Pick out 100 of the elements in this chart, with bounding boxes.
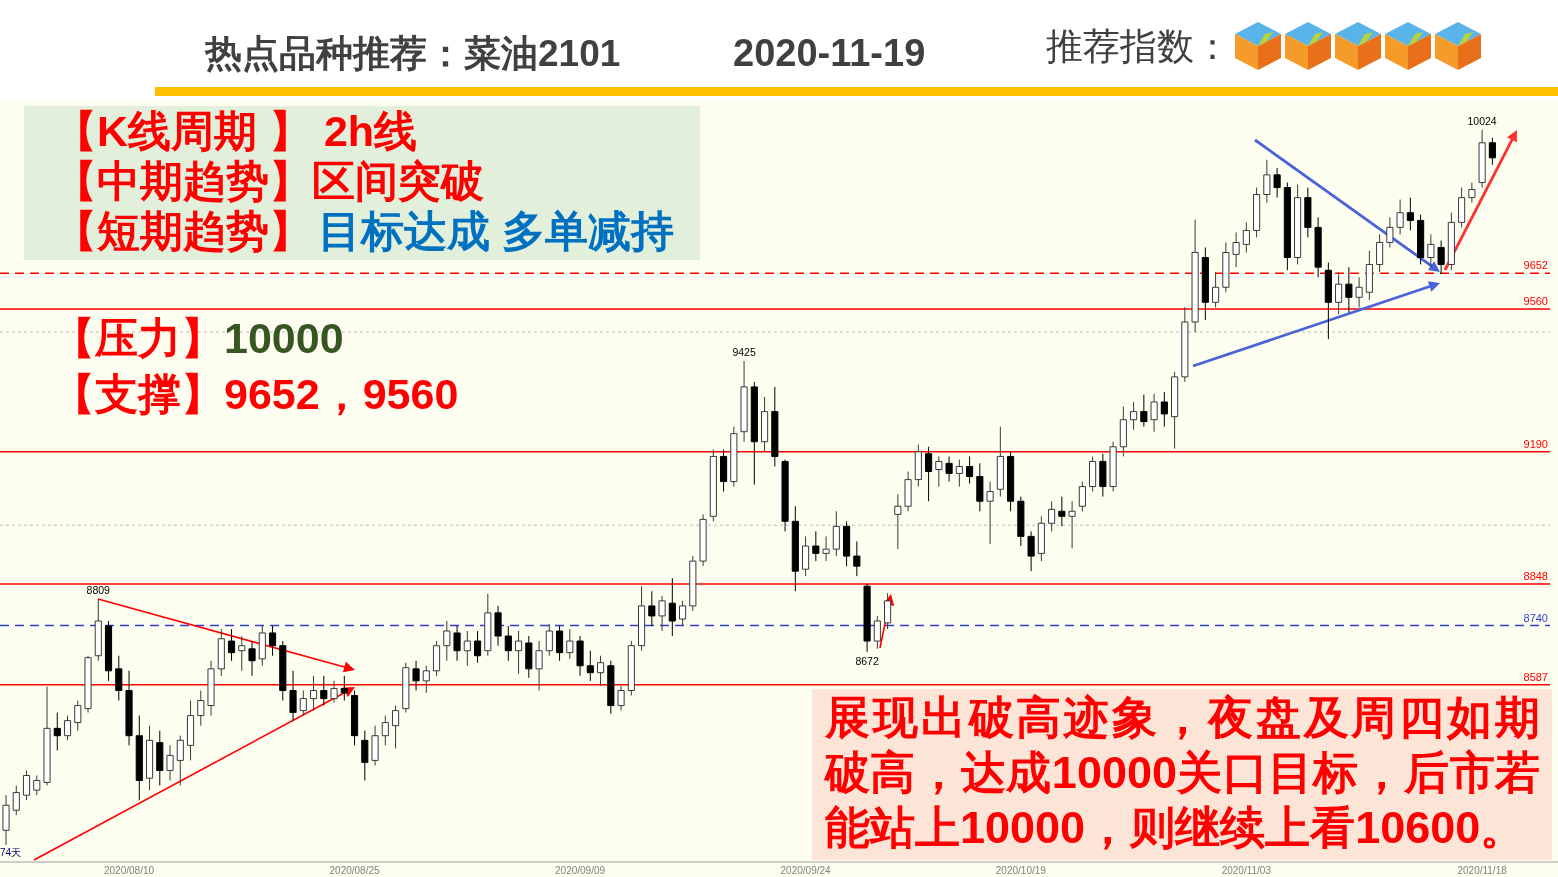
candlestick	[966, 455, 974, 484]
x-tick-label: 2020/09/09	[555, 865, 606, 876]
candlestick	[761, 396, 769, 453]
candlestick	[894, 493, 902, 550]
candlestick	[74, 700, 82, 732]
candlestick	[596, 655, 605, 687]
annotation: 【K线周期 】 2h线	[54, 107, 418, 155]
candlestick	[525, 635, 533, 679]
candlestick	[1058, 496, 1066, 527]
x-tick-label: 2020/09/24	[780, 865, 832, 876]
candlestick	[1345, 266, 1353, 313]
ref-line-label: 8740	[1523, 611, 1548, 624]
annotation: 目标达成 多单减持	[318, 207, 674, 255]
x-tick-label: 2020/08/25	[329, 865, 380, 876]
candlestick	[1242, 221, 1250, 253]
candlestick	[176, 735, 184, 787]
candlestick	[771, 386, 779, 467]
candlestick	[1478, 129, 1486, 189]
candlestick	[617, 685, 625, 712]
candlestick	[1386, 216, 1394, 248]
candlestick	[309, 675, 318, 712]
candlestick	[627, 640, 635, 697]
candlestick	[145, 725, 154, 791]
candlestick	[1427, 233, 1435, 268]
candlestick	[1140, 394, 1148, 428]
candlestick	[1078, 481, 1086, 512]
candlestick	[637, 585, 646, 652]
candlestick	[914, 443, 922, 488]
candlestick	[863, 583, 871, 653]
candlestick	[238, 635, 246, 672]
candlestick	[1119, 406, 1127, 457]
x-tick-label: 2020/11/18	[1457, 865, 1508, 876]
candlestick	[1294, 184, 1302, 265]
candlestick	[12, 785, 20, 816]
annotation: 【短期趋势】	[54, 207, 312, 255]
annotation: 【压力】	[52, 314, 224, 362]
candlestick	[1406, 197, 1414, 231]
candlestick	[1181, 306, 1189, 383]
candlestick	[802, 535, 810, 577]
annotation: 8809	[86, 583, 111, 596]
candlestick	[94, 598, 102, 662]
annotation: 【支撑】9652，9560	[52, 370, 459, 418]
candlestick	[1089, 455, 1097, 493]
candlestick	[955, 459, 963, 488]
annotation: 9425	[732, 346, 756, 359]
annotation: 10024	[1467, 114, 1497, 127]
candlestick	[986, 481, 994, 545]
candlestick	[1283, 182, 1291, 271]
candlestick	[2, 794, 10, 846]
candlestick	[320, 675, 328, 707]
candlestick	[1365, 250, 1373, 301]
chart-subtitle: 2020-11-19	[733, 32, 926, 74]
candlestick	[473, 630, 482, 664]
candlestick	[217, 628, 225, 677]
candlestick	[207, 660, 215, 717]
candlestick	[412, 660, 420, 691]
candlestick	[1437, 240, 1445, 275]
candlestick	[43, 686, 51, 787]
candlestick	[371, 725, 379, 766]
candlestick	[1048, 500, 1056, 532]
annotation: 8672	[855, 654, 879, 667]
candlestick	[514, 630, 523, 675]
candlestick	[925, 446, 933, 502]
candlestick	[1068, 500, 1076, 549]
x-tick-label: 2020/10/19	[995, 865, 1047, 876]
candlestick	[1109, 441, 1117, 493]
candlestick	[904, 470, 912, 512]
candlestick	[227, 628, 236, 662]
candlestick	[822, 535, 830, 562]
candlestick	[22, 769, 31, 801]
candlestick	[350, 690, 359, 746]
candlestick	[1037, 515, 1045, 562]
candlestick	[1007, 451, 1015, 512]
candlestick	[1232, 231, 1240, 268]
candlestick	[289, 670, 297, 722]
candlestick	[586, 650, 594, 682]
candlestick	[1212, 271, 1220, 308]
candlestick	[740, 360, 748, 443]
candlestick	[935, 455, 943, 488]
candlestick	[853, 540, 861, 577]
annotation: 74天	[0, 847, 22, 858]
candlestick	[1324, 262, 1332, 340]
candlestick	[391, 705, 400, 749]
candlestick	[504, 625, 512, 662]
candlestick	[1263, 159, 1271, 204]
candlestick	[125, 670, 133, 746]
candlestick	[945, 455, 953, 483]
candlestick	[535, 640, 543, 691]
candlestick	[494, 605, 502, 647]
candlestick	[443, 620, 451, 662]
x-tick-label: 2020/08/10	[104, 865, 155, 876]
candlestick	[402, 662, 410, 714]
candlestick	[340, 675, 348, 702]
candlestick	[1314, 216, 1322, 278]
candlestick	[258, 625, 266, 667]
ref-line-label: 9190	[1523, 437, 1548, 450]
candlestick	[453, 625, 461, 662]
candlestick	[268, 625, 277, 657]
candlestick	[791, 505, 799, 592]
candlestick	[832, 510, 840, 557]
